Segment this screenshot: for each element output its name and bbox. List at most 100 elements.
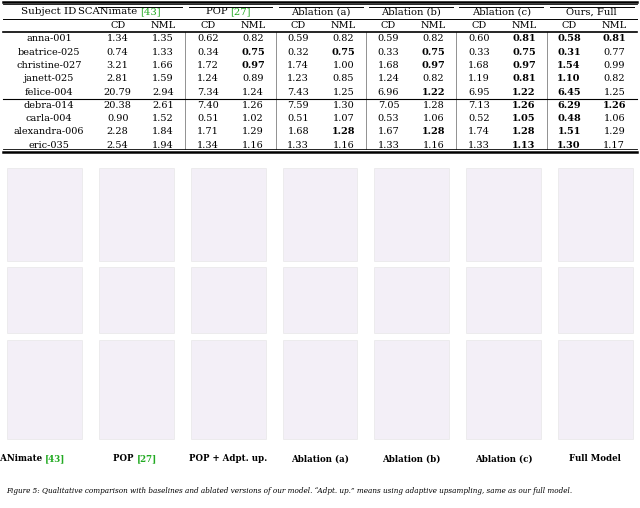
Text: 0.99: 0.99 xyxy=(604,61,625,70)
Text: 1.29: 1.29 xyxy=(242,128,264,137)
Text: 1.24: 1.24 xyxy=(242,87,264,97)
Text: 0.75: 0.75 xyxy=(422,48,445,57)
Text: POP: POP xyxy=(113,454,136,463)
Text: 0.82: 0.82 xyxy=(243,35,264,43)
Text: eric-035: eric-035 xyxy=(29,141,70,150)
Text: 1.72: 1.72 xyxy=(197,61,219,70)
Text: 0.97: 0.97 xyxy=(241,61,265,70)
Text: NML: NML xyxy=(331,21,356,30)
Text: 0.89: 0.89 xyxy=(243,74,264,83)
Text: [27]: [27] xyxy=(230,7,251,16)
Text: 0.82: 0.82 xyxy=(423,35,444,43)
Text: 0.53: 0.53 xyxy=(378,114,399,123)
Bar xyxy=(558,168,632,261)
Text: 0.82: 0.82 xyxy=(423,74,444,83)
Text: Figure 5: Qualitative comparison with baselines and ablated versions of our mode: Figure 5: Qualitative comparison with ba… xyxy=(6,487,573,495)
Text: 7.40: 7.40 xyxy=(197,101,219,110)
Text: 1.06: 1.06 xyxy=(423,114,444,123)
Text: 1.07: 1.07 xyxy=(333,114,354,123)
Bar xyxy=(283,340,357,439)
Text: 1.51: 1.51 xyxy=(557,128,580,137)
Bar xyxy=(8,340,82,439)
Text: [43]: [43] xyxy=(140,7,161,16)
Text: 0.59: 0.59 xyxy=(287,35,309,43)
Text: 1.22: 1.22 xyxy=(422,87,445,97)
Text: 1.05: 1.05 xyxy=(512,114,536,123)
Text: 0.97: 0.97 xyxy=(422,61,445,70)
Text: 1.22: 1.22 xyxy=(512,87,536,97)
Bar xyxy=(99,340,174,439)
Text: Full Model: Full Model xyxy=(569,454,621,463)
Text: SCANimate: SCANimate xyxy=(0,454,45,463)
Bar xyxy=(191,340,266,439)
Text: 6.45: 6.45 xyxy=(557,87,581,97)
Text: 1.74: 1.74 xyxy=(468,128,490,137)
Bar xyxy=(466,168,541,261)
Text: CD: CD xyxy=(561,21,577,30)
Text: Ablation (b): Ablation (b) xyxy=(381,7,441,16)
Text: carla-004: carla-004 xyxy=(26,114,72,123)
Text: 1.13: 1.13 xyxy=(512,141,536,150)
Text: 1.33: 1.33 xyxy=(152,48,173,57)
Text: 1.52: 1.52 xyxy=(152,114,173,123)
Text: 2.61: 2.61 xyxy=(152,101,173,110)
Bar xyxy=(191,267,266,333)
Text: 1.16: 1.16 xyxy=(242,141,264,150)
Text: 1.06: 1.06 xyxy=(604,114,625,123)
Text: 1.30: 1.30 xyxy=(557,141,581,150)
Text: christine-027: christine-027 xyxy=(17,61,82,70)
Text: 0.60: 0.60 xyxy=(468,35,490,43)
Text: 0.75: 0.75 xyxy=(332,48,355,57)
Text: debra-014: debra-014 xyxy=(24,101,74,110)
Text: 1.66: 1.66 xyxy=(152,61,173,70)
Text: Ablation (a): Ablation (a) xyxy=(291,7,351,16)
Text: 20.79: 20.79 xyxy=(104,87,132,97)
Text: 1.94: 1.94 xyxy=(152,141,173,150)
Bar xyxy=(466,340,541,439)
Text: 1.84: 1.84 xyxy=(152,128,173,137)
Bar xyxy=(558,267,632,333)
Text: 1.24: 1.24 xyxy=(197,74,219,83)
Text: 0.75: 0.75 xyxy=(512,48,536,57)
Text: 1.34: 1.34 xyxy=(107,35,129,43)
Text: alexandra-006: alexandra-006 xyxy=(14,128,84,137)
Text: 1.26: 1.26 xyxy=(602,101,626,110)
Text: 1.16: 1.16 xyxy=(333,141,354,150)
Text: 2.81: 2.81 xyxy=(107,74,129,83)
Text: 1.24: 1.24 xyxy=(378,74,399,83)
Text: SCANimate: SCANimate xyxy=(78,7,140,16)
Bar xyxy=(191,168,266,261)
Text: 1.30: 1.30 xyxy=(333,101,354,110)
Bar xyxy=(8,267,82,333)
Text: 1.68: 1.68 xyxy=(468,61,490,70)
Bar xyxy=(466,267,541,333)
Text: 1.33: 1.33 xyxy=(287,141,309,150)
Text: 0.81: 0.81 xyxy=(512,35,536,43)
Text: 6.95: 6.95 xyxy=(468,87,490,97)
Text: 1.54: 1.54 xyxy=(557,61,581,70)
Text: Subject ID: Subject ID xyxy=(22,7,77,16)
Text: 1.19: 1.19 xyxy=(468,74,490,83)
Text: 0.58: 0.58 xyxy=(557,35,581,43)
Text: 1.10: 1.10 xyxy=(557,74,581,83)
Text: 2.54: 2.54 xyxy=(107,141,129,150)
Bar xyxy=(99,168,174,261)
Text: 0.34: 0.34 xyxy=(197,48,219,57)
Bar xyxy=(374,267,449,333)
Text: 2.94: 2.94 xyxy=(152,87,173,97)
Text: 1.35: 1.35 xyxy=(152,35,173,43)
Text: janett-025: janett-025 xyxy=(24,74,74,83)
Text: 1.59: 1.59 xyxy=(152,74,173,83)
Text: CD: CD xyxy=(291,21,306,30)
Text: 1.28: 1.28 xyxy=(423,101,445,110)
Text: 1.25: 1.25 xyxy=(333,87,354,97)
Text: 1.17: 1.17 xyxy=(604,141,625,150)
Text: 1.00: 1.00 xyxy=(333,61,354,70)
Text: 1.67: 1.67 xyxy=(378,128,399,137)
Bar xyxy=(8,168,82,261)
Text: 7.59: 7.59 xyxy=(287,101,309,110)
Text: 1.29: 1.29 xyxy=(604,128,625,137)
Text: 1.28: 1.28 xyxy=(332,128,355,137)
Text: 1.25: 1.25 xyxy=(604,87,625,97)
Text: CD: CD xyxy=(110,21,125,30)
